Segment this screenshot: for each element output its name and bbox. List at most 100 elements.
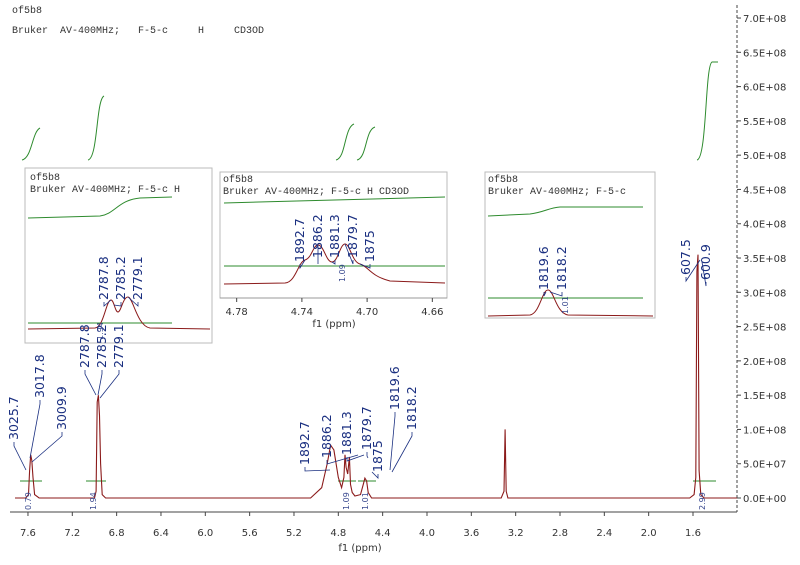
x-tick-label: 4.4	[375, 528, 391, 539]
peak-connector	[346, 454, 365, 462]
inset-2	[219, 171, 448, 299]
x-tick-label: 1.6	[685, 528, 701, 539]
inset-x-tick-label: 4.78	[226, 307, 248, 318]
inset-info: Bruker AV-400MHz; F-5-c H CD3OD	[223, 186, 409, 198]
inset-peak-label: 1886.2	[310, 214, 325, 258]
y-tick-label: 3.5E+08	[743, 254, 786, 265]
x-tick-label: 6.0	[197, 528, 213, 539]
peak-connector	[97, 370, 103, 396]
inset-peak-label: 1818.2	[554, 246, 569, 290]
integral-label: 1.01	[361, 492, 370, 510]
peak-connector	[127, 296, 139, 307]
peak-label: 3017.8	[32, 354, 47, 398]
peak-label: 607.5	[678, 239, 693, 275]
x-tick-label: 2.4	[596, 528, 612, 539]
peak-connector	[13, 442, 27, 471]
peak-connector	[391, 432, 413, 473]
peak-label: 2787.8	[77, 324, 92, 368]
peak-label: 3025.7	[6, 396, 21, 440]
inset-integral-label: 1.09	[338, 264, 347, 282]
peak-label: 1892.7	[297, 421, 312, 465]
peak-label: 2785.2	[94, 324, 109, 368]
y-tick-label: 3.0E+08	[743, 288, 786, 299]
inset-x-tick-label: 4.70	[356, 307, 378, 318]
peak-label: 1881.3	[339, 411, 354, 455]
inset-sample: of5b8	[488, 174, 518, 186]
peak-connector	[366, 452, 369, 459]
inset-x-axis-label: f1 (ppm)	[312, 319, 355, 330]
y-tick-label: 6.5E+08	[743, 48, 786, 59]
peak-connector	[543, 291, 547, 297]
y-tick-label: 4.5E+08	[743, 185, 786, 196]
inset-1	[24, 167, 213, 344]
peak-connector	[701, 261, 707, 287]
x-tick-label: 4.8	[330, 528, 346, 539]
y-tick-label: 5.0E+07	[743, 460, 786, 471]
peak-connector	[113, 302, 122, 307]
peak-label: 600.9	[698, 244, 713, 280]
x-tick-label: 3.6	[463, 528, 479, 539]
inset-peak-label: 1819.6	[536, 246, 551, 290]
peak-label: 3009.9	[54, 386, 69, 430]
peak-label: 2779.1	[111, 324, 126, 368]
y-tick-label: 7.0E+08	[743, 14, 786, 25]
peak-label: 1879.7	[359, 406, 374, 450]
peak-connector	[103, 299, 112, 307]
inset-peak-label: 1875	[362, 230, 377, 262]
x-tick-label: 7.2	[64, 528, 80, 539]
x-tick-label: 5.2	[286, 528, 302, 539]
x-tick-label: 4.0	[419, 528, 435, 539]
y-tick-label: 0.0E+00	[743, 494, 786, 505]
peak-connector	[389, 412, 396, 471]
peak-label: 1819.6	[387, 366, 402, 410]
inset-sample: of5b8	[30, 172, 60, 184]
x-tick-label: 6.8	[109, 528, 125, 539]
inset-info: Bruker AV-400MHz; F-5-c H	[30, 184, 180, 196]
acquisition-info: Bruker AV-400MHz; F-5-c H CD3OD	[12, 25, 264, 37]
peak-connector	[304, 467, 331, 472]
y-tick-label: 1.5E+08	[743, 391, 786, 402]
inset-peak-label: 1879.7	[345, 214, 360, 258]
x-tick-label: 3.2	[508, 528, 524, 539]
y-tick-label: 5.0E+08	[743, 151, 786, 162]
peak-connector	[685, 259, 701, 283]
peak-label: 1886.2	[319, 414, 334, 458]
peak-connector	[371, 471, 379, 479]
peak-connector	[84, 370, 97, 396]
peak-connector	[344, 243, 354, 265]
inset-sample: of5b8	[223, 174, 253, 186]
sample-name: of5b8	[12, 5, 42, 17]
peak-label: 1875	[370, 440, 385, 472]
y-tick-label: 6.0E+08	[743, 83, 786, 94]
x-tick-label: 2.0	[641, 528, 657, 539]
inset-peak-label: 2787.8	[96, 256, 111, 300]
x-tick-label: 5.6	[242, 528, 258, 539]
x-axis-label: f1 (ppm)	[338, 543, 381, 554]
inset-peak-label: 2785.2	[113, 256, 128, 300]
inset-x-tick-label: 4.74	[291, 307, 313, 318]
peak-connector	[549, 291, 563, 297]
inset-integral-label: 1.94	[96, 322, 105, 340]
integral-label: 0.79	[24, 492, 33, 510]
peak-connector	[331, 260, 336, 265]
integral-label: 1.09	[342, 492, 351, 510]
integral-label: 1.94	[89, 492, 98, 510]
integral-label: 2.99	[698, 492, 707, 510]
inset-peak-label: 1881.3	[327, 214, 342, 258]
peak-connector	[359, 263, 371, 269]
y-tick-label: 2.0E+08	[743, 357, 786, 368]
integral-curves	[21, 61, 718, 161]
x-tick-label: 6.4	[153, 528, 169, 539]
inset-info: Bruker AV-400MHz; F-5-c	[488, 186, 626, 198]
x-tick-label: 7.6	[20, 528, 36, 539]
y-tick-label: 1.0E+08	[743, 425, 786, 436]
peak-label: 1818.2	[404, 386, 419, 430]
spectrum	[15, 254, 737, 499]
peak-connector	[326, 454, 359, 465]
peak-connector	[99, 370, 120, 399]
y-tick-label: 4.0E+08	[743, 220, 786, 231]
